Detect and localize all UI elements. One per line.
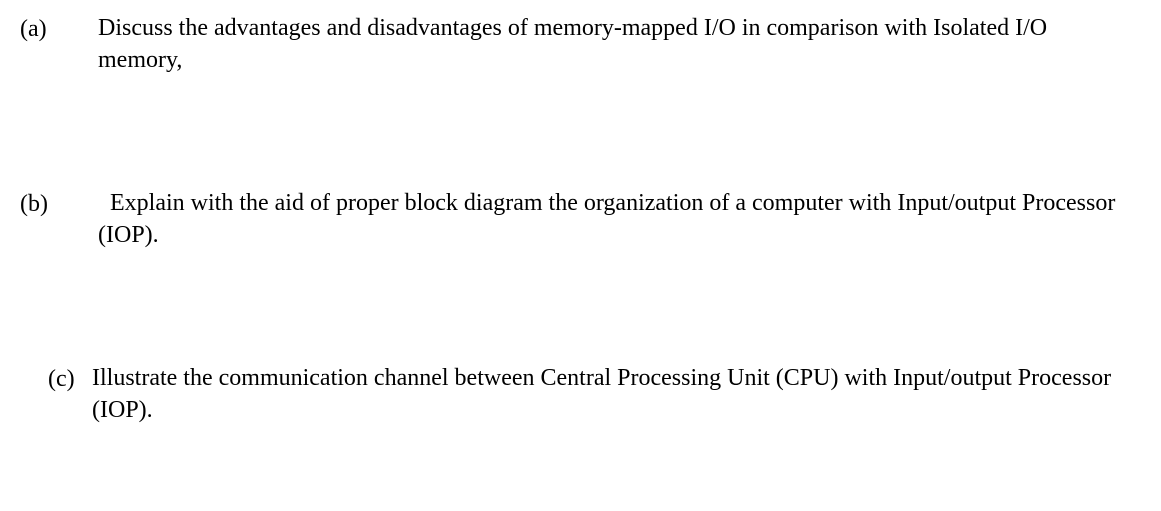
question-c-text: Illustrate the communication channel bet… [92, 362, 1121, 427]
question-a-text: Discuss the advantages and disadvantages… [98, 12, 1121, 77]
question-b: (b) Explain with the aid of proper block… [20, 187, 1121, 252]
question-b-text: Explain with the aid of proper block dia… [98, 187, 1121, 252]
question-c: (c) Illustrate the communication channel… [20, 362, 1121, 427]
question-b-label: (b) [20, 187, 98, 220]
question-c-label: (c) [48, 362, 92, 395]
question-a: (a) Discuss the advantages and disadvant… [20, 12, 1121, 77]
question-a-label: (a) [20, 12, 98, 45]
